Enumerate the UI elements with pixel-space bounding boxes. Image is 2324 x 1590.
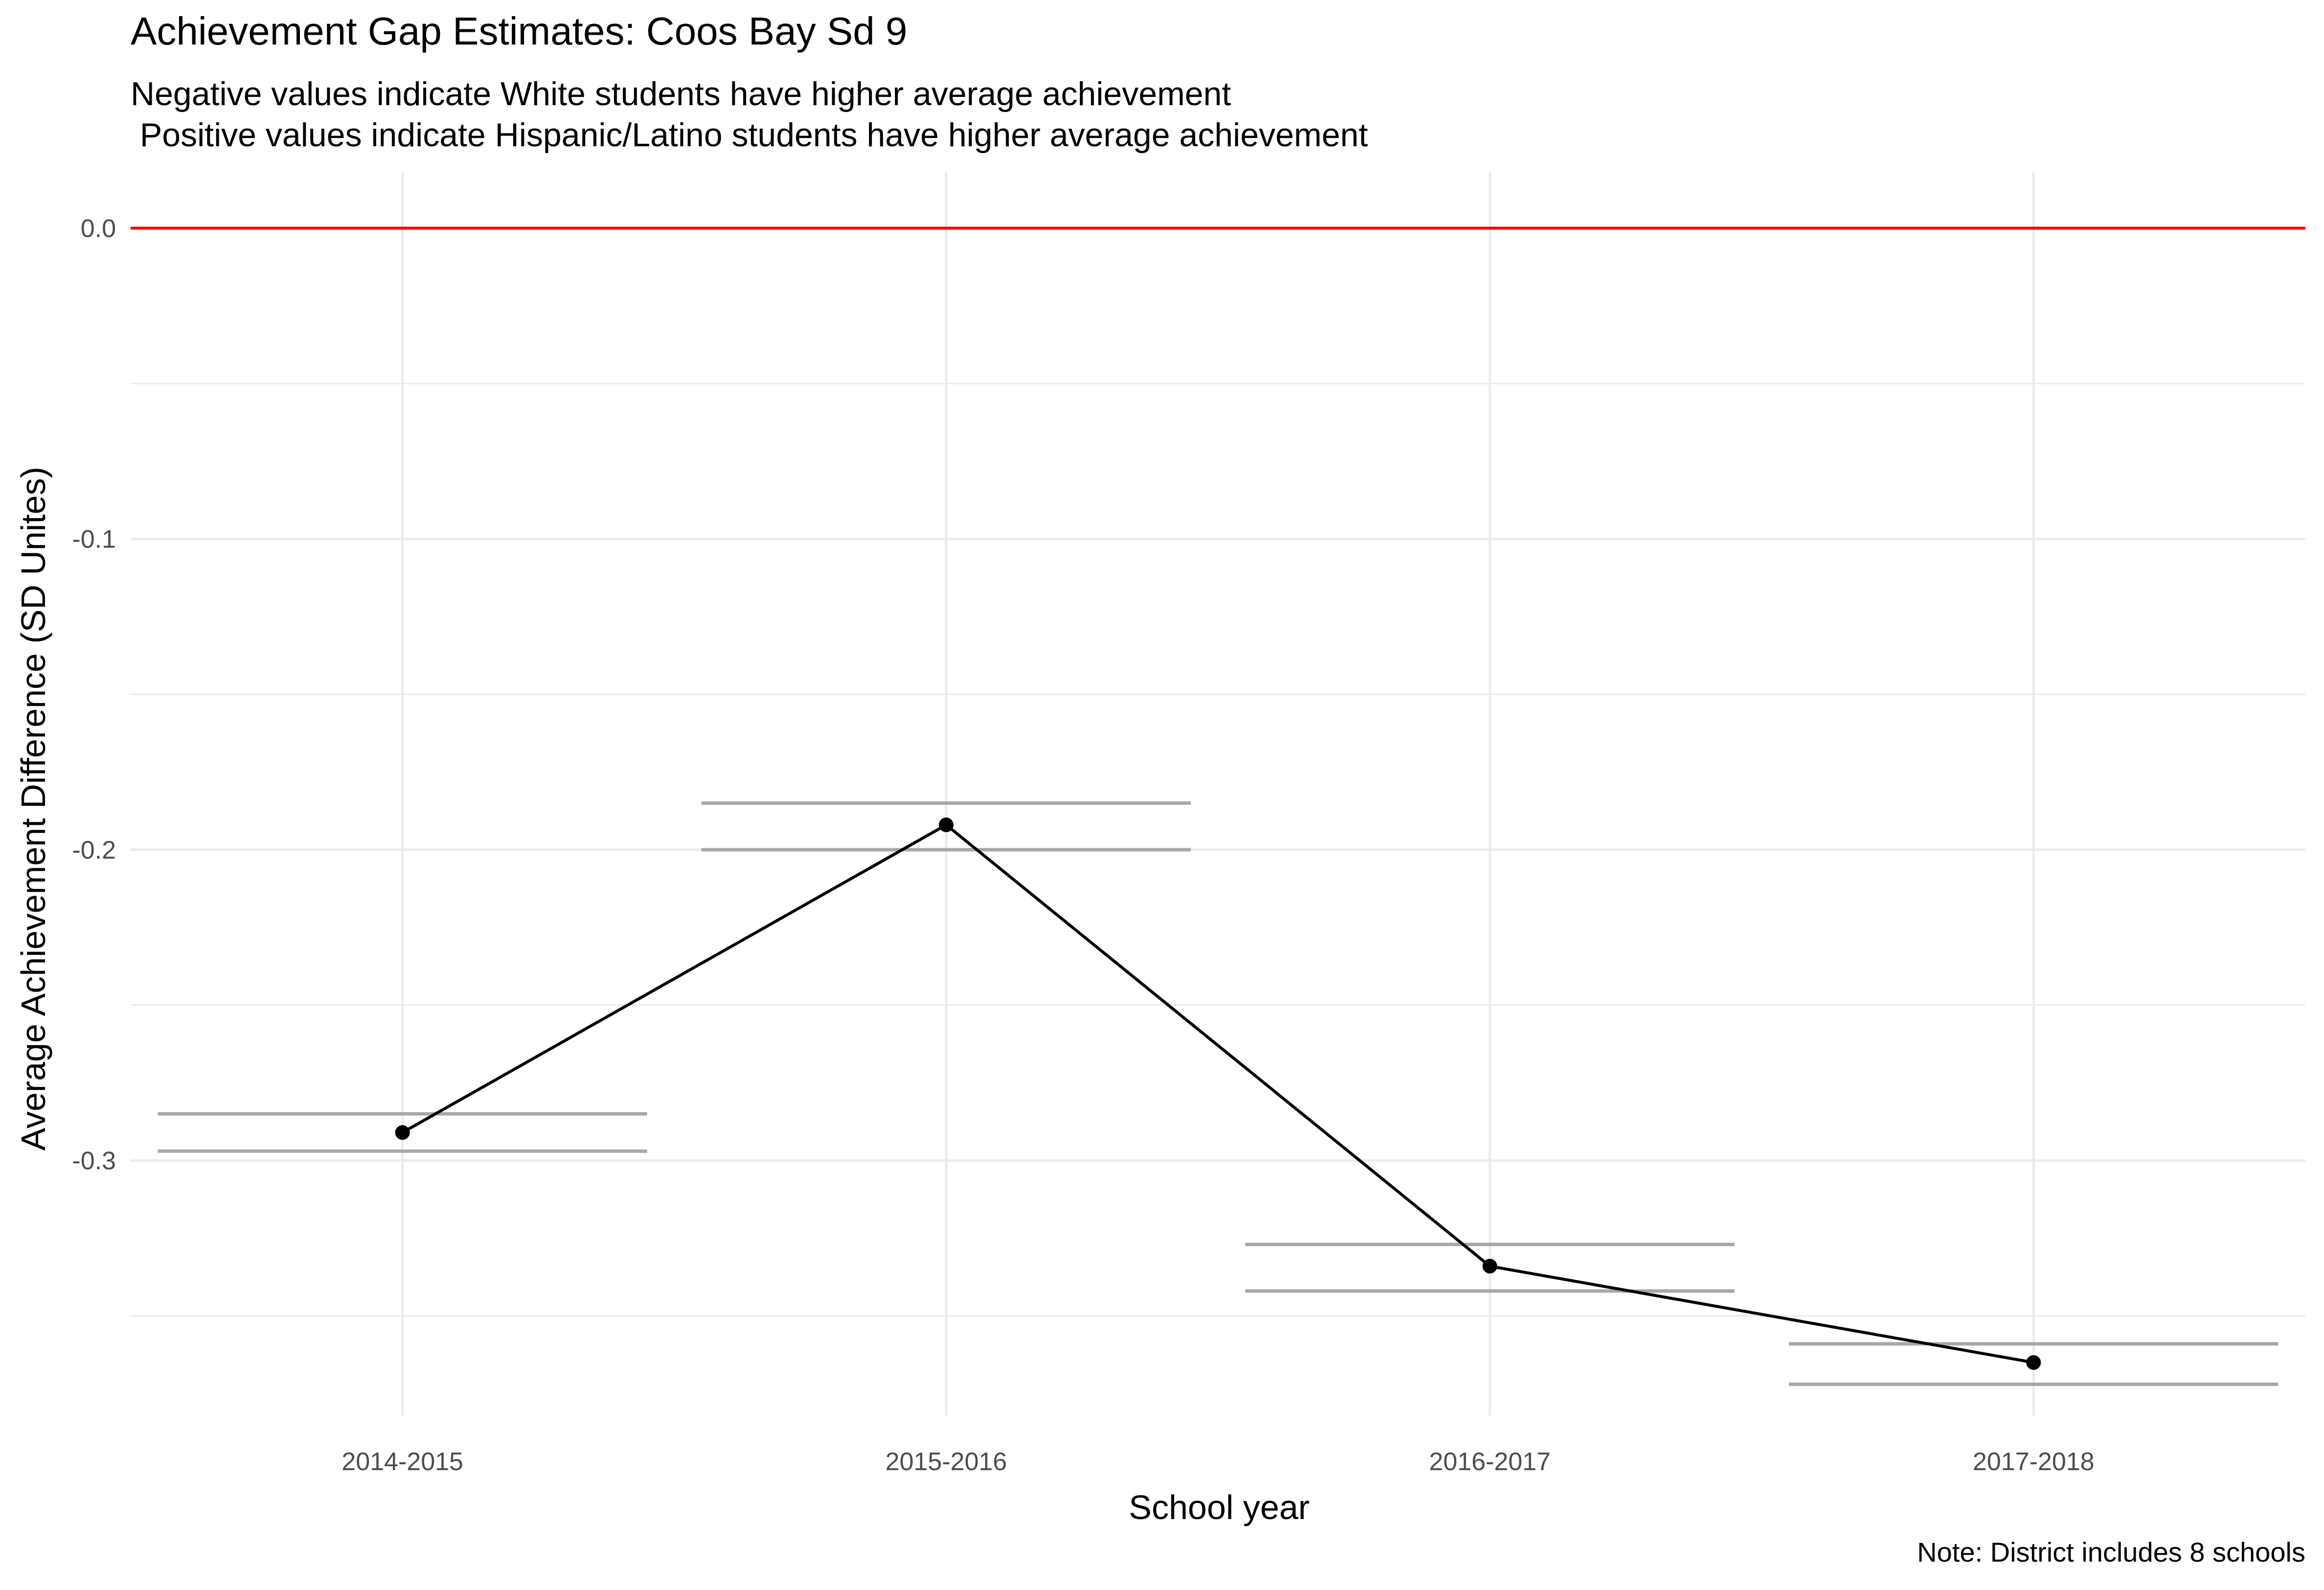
x-tick-label: 2015-2016 [886, 1448, 1007, 1476]
y-axis-title: Average Achievement Difference (SD Unite… [14, 467, 52, 1151]
y-tick-label: -0.1 [72, 525, 116, 554]
x-tick-label: 2016-2017 [1429, 1448, 1551, 1476]
interval-bars [158, 801, 2278, 1386]
chart-subtitle: Negative values indicate White students … [131, 75, 1368, 154]
x-tick-label: 2014-2015 [342, 1448, 463, 1476]
y-tick-label: -0.2 [72, 836, 116, 864]
y-tick-label: -0.3 [72, 1147, 116, 1175]
data-point [938, 818, 954, 833]
data-point [2026, 1355, 2041, 1370]
series-line [402, 823, 2034, 1364]
y-tick-label: 0.0 [81, 214, 116, 243]
x-axis-title: School year [1129, 1488, 1310, 1526]
x-tick-labels: 2014-2015 2015-2016 2016-2017 2017-2018 [342, 1448, 2094, 1476]
y-tick-labels: 0.0 -0.1 -0.2 -0.3 [72, 214, 116, 1175]
major-gridlines [131, 172, 2305, 1415]
data-point [395, 1125, 410, 1140]
chart-caption: Note: District includes 8 schools [1917, 1537, 2305, 1567]
x-tick-label: 2017-2018 [1973, 1448, 2095, 1476]
minor-gridlines [131, 383, 2305, 1317]
series-line-group [395, 818, 2041, 1370]
data-point [1482, 1259, 1498, 1274]
chart-title: Achievement Gap Estimates: Coos Bay Sd 9 [131, 9, 908, 53]
